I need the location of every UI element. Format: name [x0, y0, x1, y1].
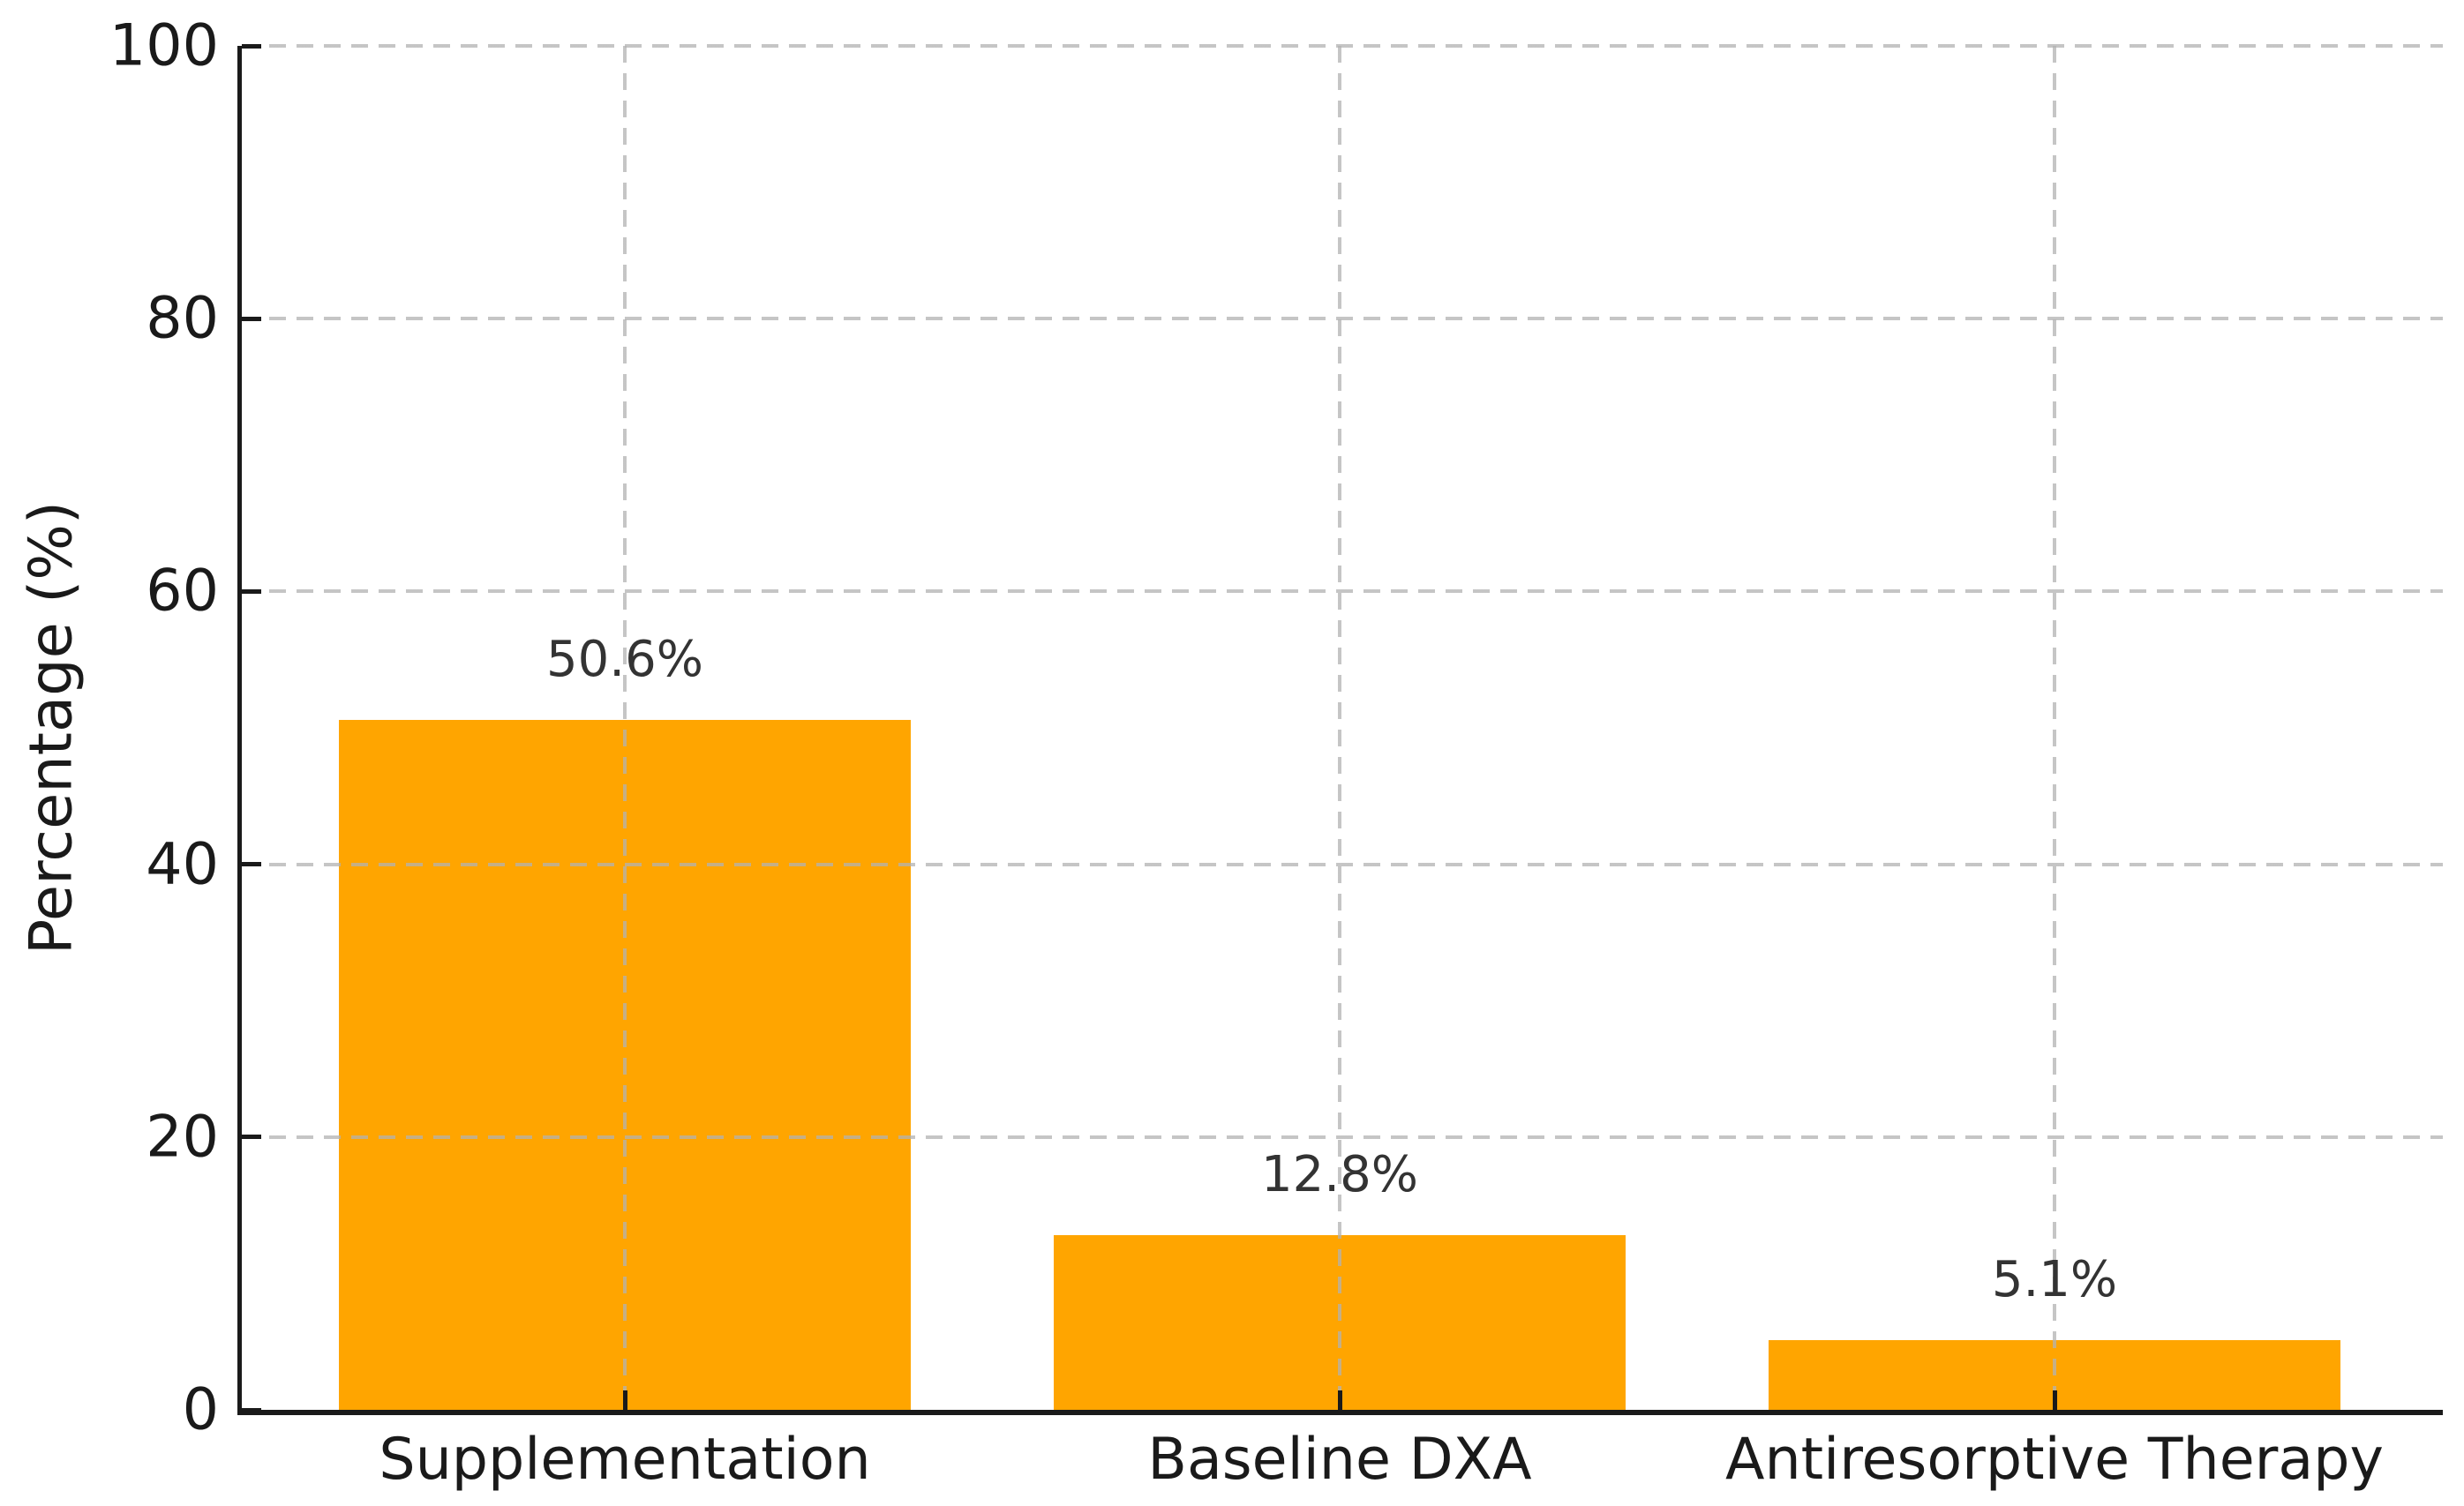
y-tick-mark: [242, 588, 261, 594]
x-tick-label: Baseline DXA: [1147, 1427, 1532, 1493]
h-gridline: [242, 1135, 2443, 1139]
x-tick-mark: [2052, 1390, 2057, 1410]
v-gridline: [1338, 46, 1341, 1410]
bar-value-label: 5.1%: [1991, 1251, 2118, 1309]
y-tick-mark: [242, 862, 261, 867]
y-tick-mark: [242, 43, 261, 49]
h-gridline: [242, 862, 2443, 866]
y-tick-label: 40: [146, 831, 219, 898]
y-tick-mark: [242, 1135, 261, 1140]
y-tick-label: 0: [182, 1376, 219, 1443]
x-tick-mark: [622, 1390, 627, 1410]
y-tick-label: 80: [146, 285, 219, 352]
v-gridline: [623, 46, 627, 1410]
y-tick-mark: [242, 316, 261, 321]
y-tick-label: 20: [146, 1104, 219, 1171]
h-gridline: [242, 44, 2443, 48]
bar-value-label: 50.6%: [546, 630, 703, 688]
h-gridline: [242, 589, 2443, 594]
x-axis-spine: [237, 1410, 2443, 1415]
y-tick-label: 60: [146, 558, 219, 625]
x-tick-label: Supplementation: [379, 1427, 871, 1493]
bar-value-label: 12.8%: [1261, 1146, 1418, 1204]
x-tick-label: Antiresorptive Therapy: [1725, 1427, 2384, 1493]
y-axis-spine: [237, 46, 242, 1415]
h-gridline: [242, 317, 2443, 321]
x-tick-mark: [1337, 1390, 1342, 1410]
v-gridline: [2053, 46, 2056, 1410]
y-tick-label: 100: [109, 12, 219, 79]
